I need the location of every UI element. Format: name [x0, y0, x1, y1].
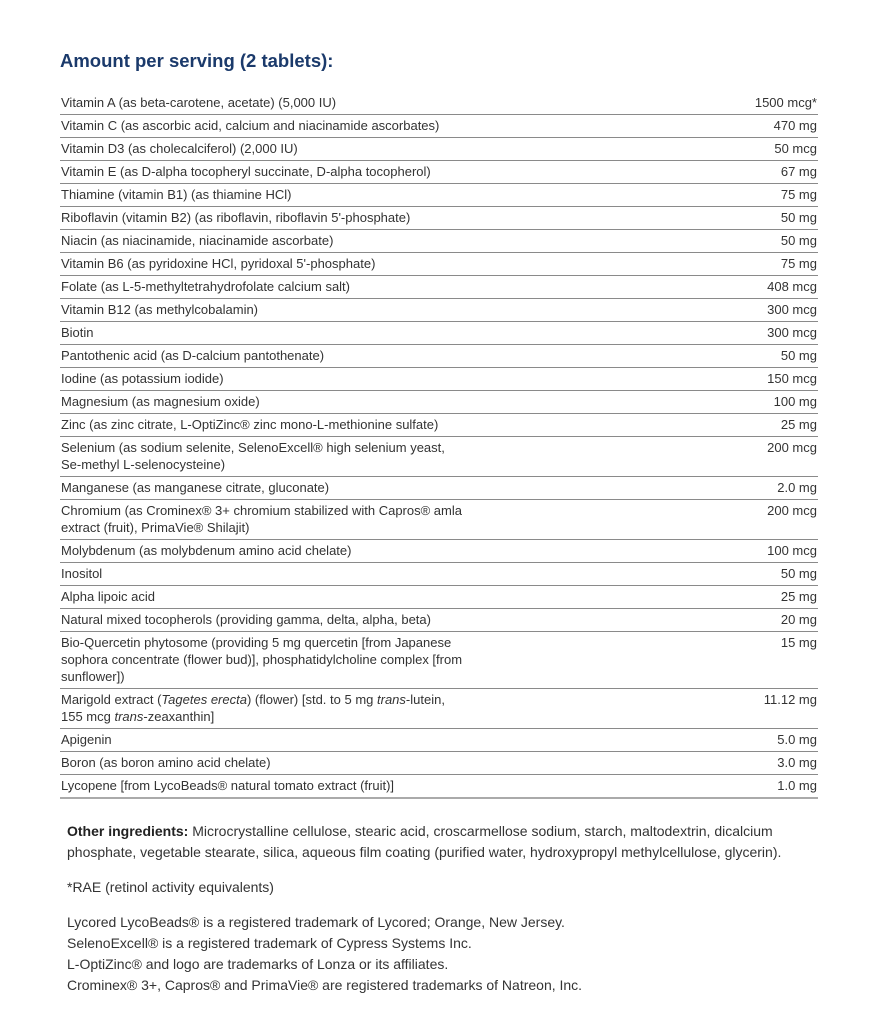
other-ingredients: Other ingredients: Microcrystalline cell… — [67, 823, 782, 860]
ingredient-amount: 3.0 mg — [696, 751, 818, 775]
ingredient-name: Molybdenum (as molybdenum amino acid che… — [60, 539, 696, 563]
table-row: Folate (as L-5-methyltetrahydrofolate ca… — [60, 275, 818, 299]
ingredient-amount: 2.0 mg — [696, 476, 818, 500]
notes: Other ingredients: Microcrystalline cell… — [67, 821, 818, 996]
table-row: Vitamin A (as beta-carotene, acetate) (5… — [60, 92, 818, 115]
ingredient-amount: 100 mg — [696, 390, 818, 414]
ingredient-amount: 20 mg — [696, 608, 818, 632]
ingredient-name: Vitamin A (as beta-carotene, acetate) (5… — [60, 92, 696, 115]
ingredient-name: Lycopene [from LycoBeads® natural tomato… — [60, 774, 696, 799]
ingredient-name: Zinc (as zinc citrate, L-OptiZinc® zinc … — [60, 413, 696, 437]
table-row: Bio-Quercetin phytosome (providing 5 mg … — [60, 631, 818, 689]
table-row: Apigenin 5.0 mg — [60, 728, 818, 752]
ingredient-amount: 300 mcg — [696, 298, 818, 322]
table-row: Chromium (as Crominex® 3+ chromium stabi… — [60, 499, 818, 540]
table-row: Iodine (as potassium iodide) 150 mcg — [60, 367, 818, 391]
table-row: Vitamin B12 (as methylcobalamin) 300 mcg — [60, 298, 818, 322]
ingredient-amount: 1500 mcg* — [696, 92, 818, 115]
ingredient-amount: 11.12 mg — [696, 688, 818, 729]
ingredient-name: Vitamin E (as D-alpha tocopheryl succina… — [60, 160, 696, 184]
section-heading: Amount per serving (2 tablets): — [60, 50, 334, 71]
ingredients-table: Vitamin A (as beta-carotene, acetate) (5… — [60, 92, 818, 799]
ingredient-name: Alpha lipoic acid — [60, 585, 696, 609]
table-row: Manganese (as manganese citrate, glucona… — [60, 476, 818, 500]
ingredient-amount: 200 mcg — [696, 499, 818, 540]
ingredient-name: Vitamin D3 (as cholecalciferol) (2,000 I… — [60, 137, 696, 161]
ingredient-name: Folate (as L-5-methyltetrahydrofolate ca… — [60, 275, 696, 299]
table-row: Inositol 50 mg — [60, 562, 818, 586]
table-row: Niacin (as niacinamide, niacinamide asco… — [60, 229, 818, 253]
ingredient-amount: 50 mcg — [696, 137, 818, 161]
ingredient-amount: 470 mg — [696, 114, 818, 138]
ingredient-name: Vitamin B6 (as pyridoxine HCl, pyridoxal… — [60, 252, 696, 276]
trademarks: Lycored LycoBeads® is a registered trade… — [67, 912, 818, 996]
table-row: Vitamin B6 (as pyridoxine HCl, pyridoxal… — [60, 252, 818, 276]
ingredient-name: Marigold extract (Tagetes erecta) (flowe… — [60, 688, 696, 729]
footnote: *RAE (retinol activity equivalents) — [67, 879, 274, 895]
ingredient-amount: 50 mg — [696, 562, 818, 586]
table-row: Biotin 300 mcg — [60, 321, 818, 345]
trademark-line: Crominex® 3+, Capros® and PrimaVie® are … — [67, 977, 583, 993]
table-row: Vitamin D3 (as cholecalciferol) (2,000 I… — [60, 137, 818, 161]
ingredient-name: Manganese (as manganese citrate, glucona… — [60, 476, 696, 500]
supplement-facts: Amount per serving (2 tablets): Vitamin … — [60, 50, 818, 1010]
ingredient-amount: 408 mcg — [696, 275, 818, 299]
ingredient-name: Vitamin B12 (as methylcobalamin) — [60, 298, 696, 322]
ingredient-name: Bio-Quercetin phytosome (providing 5 mg … — [60, 631, 696, 689]
table-row: Thiamine (vitamin B1) (as thiamine HCl) 7… — [60, 183, 818, 207]
table-row: Boron (as boron amino acid chelate) 3.0 m… — [60, 751, 818, 775]
ingredient-amount: 25 mg — [696, 413, 818, 437]
table-row: Zinc (as zinc citrate, L-OptiZinc® zinc … — [60, 413, 818, 437]
ingredient-name: Iodine (as potassium iodide) — [60, 367, 696, 391]
table-row: Alpha lipoic acid 25 mg — [60, 585, 818, 609]
ingredient-amount: 150 mcg — [696, 367, 818, 391]
ingredient-name: Magnesium (as magnesium oxide) — [60, 390, 696, 414]
ingredient-amount: 67 mg — [696, 160, 818, 184]
table-row: Selenium (as sodium selenite, SelenoExce… — [60, 436, 818, 477]
ingredient-name: Boron (as boron amino acid chelate) — [60, 751, 696, 775]
ingredient-amount: 15 mg — [696, 631, 818, 689]
ingredient-amount: 50 mg — [696, 229, 818, 253]
ingredient-amount: 1.0 mg — [696, 774, 818, 799]
table-row: Marigold extract (Tagetes erecta) (flowe… — [60, 688, 818, 729]
ingredient-amount: 50 mg — [696, 206, 818, 230]
ingredient-amount: 5.0 mg — [696, 728, 818, 752]
trademark-line: Lycored LycoBeads® is a registered trade… — [67, 914, 565, 930]
ingredient-name: Selenium (as sodium selenite, SelenoExce… — [60, 436, 696, 477]
ingredient-name: Vitamin C (as ascorbic acid, calcium and… — [60, 114, 696, 138]
table-row: Natural mixed tocopherols (providing gam… — [60, 608, 818, 632]
ingredient-name: Inositol — [60, 562, 696, 586]
table-row: Vitamin C (as ascorbic acid, calcium and… — [60, 114, 818, 138]
ingredient-name: Natural mixed tocopherols (providing gam… — [60, 608, 696, 632]
ingredient-name: Apigenin — [60, 728, 696, 752]
ingredient-name: Thiamine (vitamin B1) (as thiamine HCl) — [60, 183, 696, 207]
ingredient-amount: 25 mg — [696, 585, 818, 609]
table-row: Magnesium (as magnesium oxide) 100 mg — [60, 390, 818, 414]
ingredient-amount: 50 mg — [696, 344, 818, 368]
trademark-line: SelenoExcell® is a registered trademark … — [67, 935, 472, 951]
ingredient-name: Riboflavin (vitamin B2) (as riboflavin, … — [60, 206, 696, 230]
ingredient-name: Chromium (as Crominex® 3+ chromium stabi… — [60, 499, 696, 540]
table-row: Vitamin E (as D-alpha tocopheryl succina… — [60, 160, 818, 184]
trademark-line: L-OptiZinc® and logo are trademarks of L… — [67, 956, 449, 972]
ingredient-amount: 200 mcg — [696, 436, 818, 477]
ingredient-name: Niacin (as niacinamide, niacinamide asco… — [60, 229, 696, 253]
table-row: Pantothenic acid (as D-calcium pantothen… — [60, 344, 818, 368]
table-row: Riboflavin (vitamin B2) (as riboflavin, … — [60, 206, 818, 230]
ingredient-name: Pantothenic acid (as D-calcium pantothen… — [60, 344, 696, 368]
table-row: Lycopene [from LycoBeads® natural tomato… — [60, 774, 818, 799]
ingredient-amount: 75 mg — [696, 183, 818, 207]
table-row: Molybdenum (as molybdenum amino acid che… — [60, 539, 818, 563]
ingredient-name: Biotin — [60, 321, 696, 345]
ingredient-amount: 75 mg — [696, 252, 818, 276]
ingredient-amount: 100 mcg — [696, 539, 818, 563]
ingredient-amount: 300 mcg — [696, 321, 818, 345]
